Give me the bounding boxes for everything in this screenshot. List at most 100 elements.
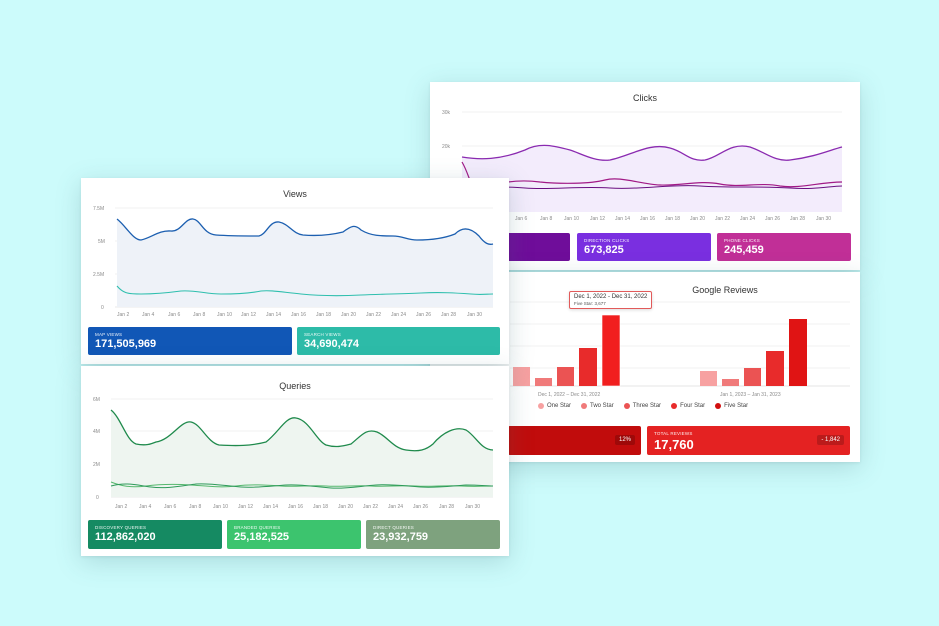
views-x-tick: Jan 12 — [241, 312, 256, 318]
views-x-tick: Jan 26 — [416, 312, 431, 318]
queries-metric-direct[interactable]: DIRECT QUERIES 23,932,759 — [366, 520, 500, 549]
metric-value: 171,505,969 — [95, 338, 157, 350]
queries-y-tick: 2M — [93, 462, 100, 468]
reviews-chart: Dec 1, 2022 – Dec 31, 2022 Jan 1, 2023 –… — [510, 301, 850, 398]
queries-x-tick: Jan 4 — [139, 504, 151, 510]
bar-three-star — [744, 368, 761, 386]
views-x-tick: Jan 6 — [168, 312, 180, 318]
legend-label: Four Star — [680, 403, 706, 409]
views-title: Views — [283, 189, 307, 199]
clicks-metric-website[interactable] — [502, 233, 570, 261]
views-x-tick: Jan 4 — [142, 312, 154, 318]
metric-value: 23,932,759 — [373, 531, 429, 543]
queries-y-tick: 4M — [93, 429, 100, 435]
clicks-x-tick: Jan 10 — [564, 216, 579, 222]
clicks-x-tick: Jan 6 — [515, 216, 527, 222]
queries-metric-branded[interactable]: BRANDED QUERIES 25,182,525 — [227, 520, 361, 549]
queries-y-tick: 0 — [96, 495, 99, 501]
metric-label: PHONE CLICKS — [724, 238, 760, 243]
views-chart: 7.5M 5M 2.5M 0 Jan 2 Jan 4 Jan 6 Jan 8 J… — [93, 206, 494, 318]
legend-item-one-star[interactable]: One Star — [538, 403, 571, 409]
clicks-y-tick: 30k — [442, 110, 451, 116]
legend-item-three-star[interactable]: Three Star — [623, 403, 662, 409]
clicks-title: Clicks — [633, 93, 657, 103]
tooltip-value: Five Star: 3,677 — [574, 301, 606, 306]
clicks-x-tick: Jan 20 — [690, 216, 705, 222]
views-metric-search[interactable]: SEARCH VIEWS 34,690,474 — [297, 327, 500, 355]
clicks-y-tick: 20k — [442, 144, 451, 150]
bar-five-star — [789, 319, 807, 386]
bar-two-star — [722, 379, 739, 386]
metric-value: 25,182,525 — [234, 531, 290, 543]
queries-x-tick: Jan 2 — [115, 504, 127, 510]
clicks-metric-phone[interactable]: PHONE CLICKS 245,459 — [717, 233, 851, 261]
queries-title: Queries — [279, 381, 311, 391]
legend-item-four-star[interactable]: Four Star — [671, 403, 705, 409]
queries-line-direct — [110, 483, 494, 489]
reviews-metric-left[interactable]: 12% — [508, 426, 641, 455]
legend-dot — [671, 403, 678, 409]
clicks-area — [462, 145, 842, 212]
reviews-total-badge: - 1,842 — [817, 435, 844, 445]
queries-line-branded — [110, 481, 494, 488]
clicks-metric-direction[interactable]: DIRECTION CLICKS 673,825 — [577, 233, 711, 261]
metric-label: DISCOVERY QUERIES — [95, 525, 147, 530]
views-y-tick: 0 — [101, 305, 104, 311]
views-area — [117, 218, 493, 307]
queries-y-tick: 6M — [93, 397, 100, 403]
views-line-search — [116, 285, 494, 297]
legend-dot — [538, 403, 544, 409]
views-x-tick: Jan 18 — [316, 312, 331, 318]
clicks-x-tick: Jan 28 — [790, 216, 805, 222]
legend-label: Five Star — [724, 403, 749, 409]
views-x-tick: Jan 2 — [117, 312, 129, 318]
bar-four-star — [766, 351, 784, 386]
metric-label: DIRECT QUERIES — [373, 525, 414, 530]
clicks-x-tick: Jan 24 — [740, 216, 755, 222]
views-x-tick: Jan 14 — [266, 312, 281, 318]
legend-dot — [581, 403, 588, 409]
clicks-x-tick: Jan 16 — [640, 216, 655, 222]
queries-line-discovery — [110, 409, 494, 452]
bar-one-star — [513, 367, 530, 386]
views-x-tick: Jan 24 — [391, 312, 406, 318]
queries-chart: 6M 4M 2M 0 Jan 2 Jan 4 Jan 6 Jan 8 Jan 1… — [93, 397, 494, 510]
queries-x-tick: Jan 30 — [465, 504, 480, 510]
views-x-tick: Jan 22 — [366, 312, 381, 318]
legend-dot — [715, 403, 722, 409]
clicks-x-tick: Jan 30 — [816, 216, 831, 222]
views-x-tick: Jan 16 — [291, 312, 306, 318]
queries-metric-discovery[interactable]: DISCOVERY QUERIES 112,862,020 — [88, 520, 222, 549]
legend-label: Three Star — [632, 403, 662, 409]
clicks-x-tick: Jan 8 — [540, 216, 552, 222]
metric-value: 245,459 — [724, 244, 764, 256]
metric-value: 34,690,474 — [304, 338, 360, 350]
legend-label: Two Star — [590, 403, 614, 409]
metric-label: BRANDED QUERIES — [234, 525, 281, 530]
clicks-x-tick: Jan 12 — [590, 216, 605, 222]
legend-item-two-star[interactable]: Two Star — [581, 403, 614, 409]
clicks-chart: 30k 20k Jan 6 Jan 8 Jan 10 Jan 12 Jan 14… — [442, 110, 843, 222]
queries-x-tick: Jan 10 — [213, 504, 228, 510]
queries-x-tick: Jan 8 — [189, 504, 201, 510]
views-line-map — [116, 218, 494, 245]
queries-x-tick: Jan 22 — [363, 504, 378, 510]
queries-area — [111, 410, 493, 497]
metric-value: 17,760 — [654, 437, 694, 452]
clicks-y-ticks: 30k 20k — [442, 110, 451, 150]
views-y-tick: 2.5M — [93, 272, 104, 278]
queries-x-tick: Jan 28 — [439, 504, 454, 510]
reviews-metric-total[interactable]: TOTAL REVIEWS 17,760 - 1,842 — [647, 426, 850, 455]
views-y-tick: 7.5M — [93, 206, 104, 212]
queries-x-tick: Jan 18 — [313, 504, 328, 510]
views-x-tick: Jan 30 — [467, 312, 482, 318]
queries-x-tick: Jan 24 — [388, 504, 403, 510]
views-metric-map[interactable]: MAP VIEWS 171,505,969 — [88, 327, 292, 355]
metric-value: 673,825 — [584, 244, 624, 256]
views-y-tick: 5M — [98, 239, 105, 245]
bar-four-star — [579, 348, 597, 386]
metric-label: TOTAL REVIEWS — [654, 431, 693, 436]
reviews-group-label: Jan 1, 2023 – Jan 31, 2023 — [720, 392, 781, 398]
legend-item-five-star[interactable]: Five Star — [715, 403, 748, 409]
queries-card: Queries 6M 4M 2M 0 Jan 2 Jan 4 Jan 6 Jan… — [81, 366, 509, 556]
